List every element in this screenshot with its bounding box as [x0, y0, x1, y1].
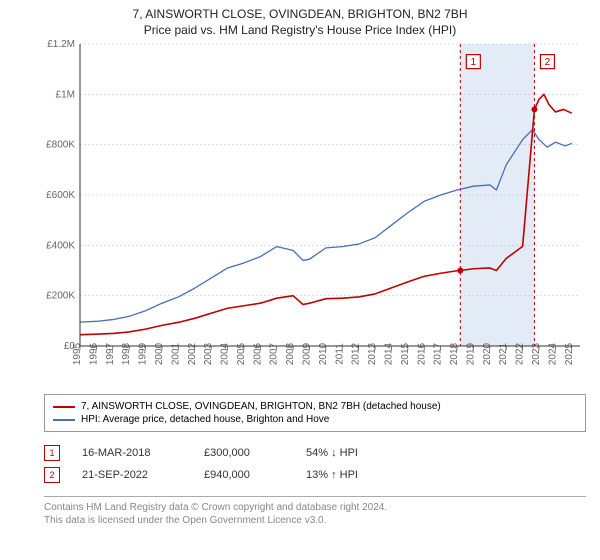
- svg-text:£200K: £200K: [46, 291, 75, 302]
- sale-price: £940,000: [204, 469, 284, 481]
- sale-diff: 54% ↓ HPI: [306, 447, 396, 459]
- svg-text:2: 2: [545, 57, 551, 68]
- sales-table: 1 16-MAR-2018 £300,000 54% ↓ HPI 2 21-SEP-202…: [44, 442, 586, 486]
- title-block: 7, AINSWORTH CLOSE, OVINGDEAN, BRIGHTON,…: [0, 0, 600, 38]
- footer-copyright: Contains HM Land Registry data © Crown c…: [44, 501, 586, 514]
- sale-date: 21-SEP-2022: [82, 469, 182, 481]
- legend-row: HPI: Average price, detached house, Brig…: [53, 413, 577, 426]
- sale-marker: 2: [44, 467, 60, 483]
- footer-licence: This data is licensed under the Open Gov…: [44, 514, 586, 527]
- svg-text:£400K: £400K: [46, 241, 75, 252]
- sale-row: 1 16-MAR-2018 £300,000 54% ↓ HPI: [44, 442, 586, 464]
- sale-marker: 1: [44, 445, 60, 461]
- legend-label: HPI: Average price, detached house, Brig…: [81, 414, 329, 425]
- legend-row: 7, AINSWORTH CLOSE, OVINGDEAN, BRIGHTON,…: [53, 400, 577, 413]
- footer-divider: [44, 496, 586, 497]
- footer-text: Contains HM Land Registry data © Crown c…: [44, 501, 586, 527]
- legend: 7, AINSWORTH CLOSE, OVINGDEAN, BRIGHTON,…: [44, 394, 586, 432]
- chart-container: 7, AINSWORTH CLOSE, OVINGDEAN, BRIGHTON,…: [0, 0, 600, 560]
- sale-date: 16-MAR-2018: [82, 447, 182, 459]
- title-subtitle: Price paid vs. HM Land Registry's House …: [0, 22, 600, 38]
- below-chart: 7, AINSWORTH CLOSE, OVINGDEAN, BRIGHTON,…: [44, 394, 586, 527]
- svg-text:£1.2M: £1.2M: [47, 39, 75, 50]
- sale-diff: 13% ↑ HPI: [306, 469, 396, 481]
- svg-text:£1M: £1M: [56, 90, 75, 101]
- chart-svg: £0£200K£400K£600K£800K£1M£1.2M1995199619…: [44, 38, 586, 388]
- legend-swatch: [53, 406, 75, 408]
- title-address: 7, AINSWORTH CLOSE, OVINGDEAN, BRIGHTON,…: [0, 6, 600, 22]
- svg-text:1: 1: [471, 57, 477, 68]
- legend-swatch: [53, 419, 75, 421]
- svg-text:£600K: £600K: [46, 190, 75, 201]
- sale-price: £300,000: [204, 447, 284, 459]
- svg-text:£800K: £800K: [46, 140, 75, 151]
- sale-row: 2 21-SEP-2022 £940,000 13% ↑ HPI: [44, 464, 586, 486]
- chart-area: £0£200K£400K£600K£800K£1M£1.2M1995199619…: [44, 38, 586, 388]
- legend-label: 7, AINSWORTH CLOSE, OVINGDEAN, BRIGHTON,…: [81, 401, 441, 412]
